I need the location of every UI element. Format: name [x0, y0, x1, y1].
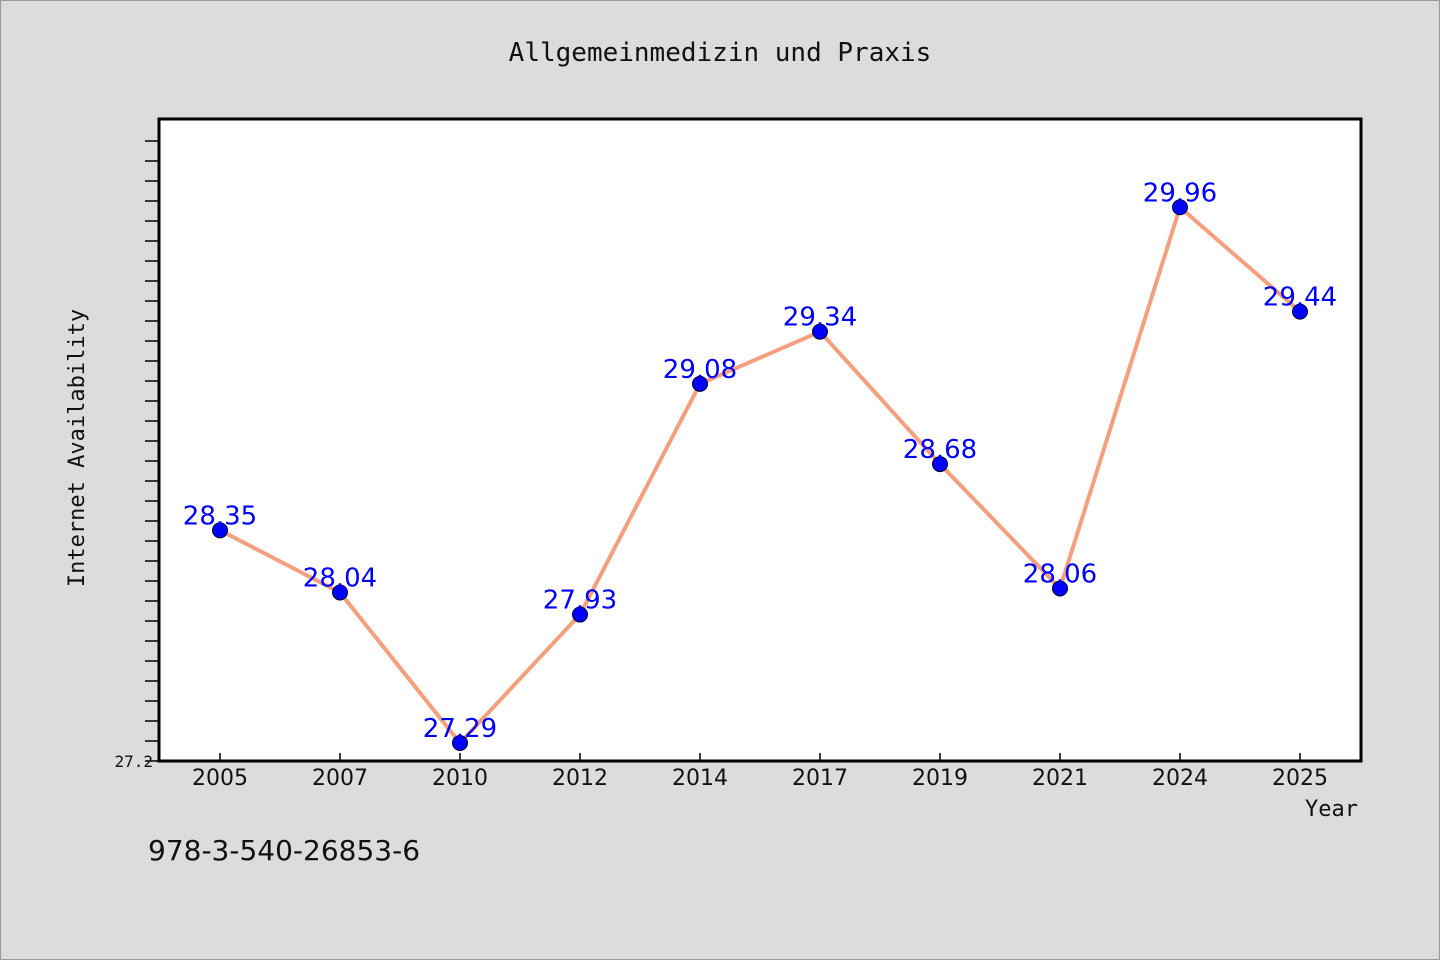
data-label: 29.96 [1143, 178, 1217, 208]
x-tick-label: 2005 [192, 766, 248, 791]
data-label: 28.04 [303, 563, 377, 593]
x-tick-label: 2012 [552, 766, 608, 791]
data-point-marker [1292, 303, 1308, 320]
data-label: 29.44 [1263, 283, 1337, 313]
data-label: 28.35 [183, 501, 257, 531]
x-tick-label: 2007 [312, 766, 368, 791]
x-tick-label: 2010 [432, 766, 488, 791]
x-tick-label: 2024 [1152, 766, 1208, 791]
data-point-marker [1052, 580, 1068, 597]
y-axis-ticks: 27.2 [114, 140, 159, 771]
data-label: 29.34 [783, 303, 857, 333]
x-tick-label: 2021 [1032, 766, 1088, 791]
data-point-marker [692, 375, 708, 392]
series-line [219, 205, 1302, 745]
footer-code: 978-3-540-26853-6 [148, 834, 421, 867]
data-labels-group: 28.35 28.04 27.29 27.93 29.08 29.34 28.68 28.06… [183, 178, 1337, 744]
data-point-marker [332, 584, 348, 601]
x-tick-label: 2025 [1272, 766, 1328, 791]
x-axis-label: Year [1305, 797, 1358, 822]
data-label: 27.29 [423, 714, 497, 744]
data-point-marker [212, 522, 228, 539]
data-point-marker [1172, 199, 1188, 216]
data-point-marker [572, 606, 588, 623]
y-axis-label: Internet Availability [65, 309, 90, 587]
data-label: 28.06 [1023, 559, 1097, 589]
y-tick-label: 27.2 [114, 752, 153, 771]
data-label: 28.68 [903, 435, 977, 465]
markers-group [212, 199, 1308, 751]
data-point-marker [452, 734, 468, 751]
x-tick-label: 2017 [792, 766, 848, 791]
plot-area [157, 117, 1363, 763]
series-line-group [219, 205, 1302, 745]
data-point-marker [812, 323, 828, 340]
x-tick-label: 2019 [912, 766, 968, 791]
data-label: 27.93 [543, 586, 617, 616]
data-label: 29.08 [663, 355, 737, 385]
data-point-marker [932, 456, 948, 473]
x-tick-label: 2014 [672, 766, 728, 791]
x-axis-ticks: 2005 2007 2010 2012 2014 2017 2019 2021 2024 2025 [192, 753, 1328, 791]
chart-title: Allgemeinmedizin und Praxis [509, 38, 932, 68]
